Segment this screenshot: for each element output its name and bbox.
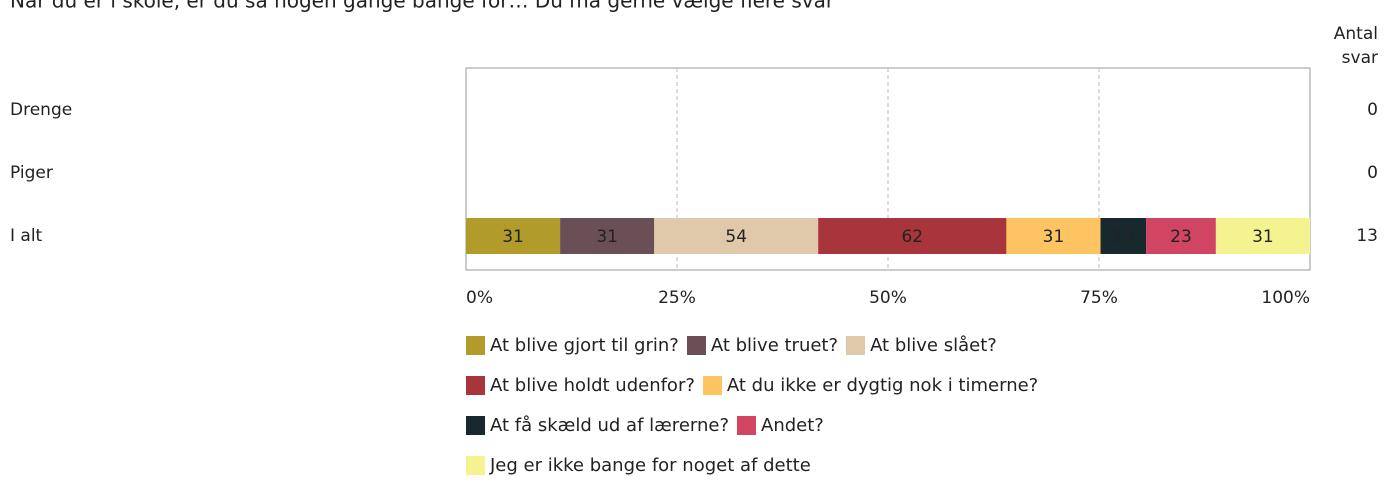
legend-label: At blive slået? <box>870 334 997 356</box>
x-tick-label: 50% <box>869 288 907 308</box>
legend-item: Andet? <box>737 415 824 436</box>
value-label: 62 <box>901 227 923 247</box>
legend-label: At blive truet? <box>710 334 839 356</box>
bar-segment <box>1146 218 1216 254</box>
legend-swatch <box>466 375 485 395</box>
legend-row: At blive gjort til grin? At blive truet? A… <box>466 325 1046 365</box>
legend-row: At få skæld ud af lærerne? Andet? <box>466 405 1046 445</box>
value-label: 15 <box>1112 227 1134 247</box>
legend-swatch <box>466 455 485 475</box>
value-label: 31 <box>1043 227 1065 247</box>
value-label: 31 <box>1252 227 1274 247</box>
legend-item: At du ikke er dygtig nok i timerne? <box>702 374 1039 396</box>
category-label: I alt <box>10 226 43 246</box>
count-label: 0 <box>1367 163 1378 183</box>
bar-segment <box>560 218 655 254</box>
value-label: 23 <box>1170 227 1192 247</box>
legend-swatch <box>466 335 485 355</box>
bar-segment <box>1215 218 1310 254</box>
legend-row: At blive holdt udenfor? At du ikke er dyg… <box>466 365 1046 405</box>
count-label: 0 <box>1367 100 1378 120</box>
x-tick-label: 0% <box>466 288 493 308</box>
x-tick-label: 25% <box>658 288 696 308</box>
bar-segment <box>1100 218 1147 254</box>
legend-swatch <box>466 415 485 435</box>
value-label: 31 <box>596 227 618 247</box>
bar-segment <box>466 218 561 254</box>
chart-title: Når du er i skole, er du så nogen gange … <box>10 0 835 13</box>
legend-item: At blive holdt udenfor? <box>466 375 695 396</box>
legend-label: At du ikke er dygtig nok i timerne? <box>726 374 1039 396</box>
bar-segment <box>1006 218 1101 254</box>
chart: Når du er i skole, er du så nogen gange … <box>10 0 1378 308</box>
value-label: 31 <box>502 227 524 247</box>
legend-swatch <box>686 335 706 355</box>
count-label: 13 <box>1356 226 1378 246</box>
x-tick-label: 100% <box>1261 288 1310 308</box>
legend-item: At blive gjort til grin? <box>466 335 679 356</box>
category-label: Piger <box>10 163 53 183</box>
x-tick-label: 75% <box>1080 288 1118 308</box>
category-label: Drenge <box>10 100 72 120</box>
legend-label: At få skæld ud af lærerne? <box>490 414 730 436</box>
legend-label: Jeg er ikke bange for noget af dette <box>490 454 811 476</box>
legend-label: At blive gjort til grin? <box>490 334 679 356</box>
bar-segment <box>654 218 819 254</box>
legend-swatch <box>846 335 866 355</box>
counts-header: Antal svar <box>1333 24 1378 68</box>
legend-swatch <box>737 415 757 435</box>
legend-label: Andet? <box>761 414 824 436</box>
legend: At blive gjort til grin? At blive truet? A… <box>466 325 1046 485</box>
legend-swatch <box>702 375 722 395</box>
bar-segment <box>818 218 1007 254</box>
legend-item: At få skæld ud af lærerne? <box>466 415 729 436</box>
value-label: 54 <box>725 227 747 247</box>
legend-item: At blive slået? <box>846 335 997 356</box>
legend-item: At blive truet? <box>686 334 839 356</box>
page: Når du er i skole, er du så nogen gange … <box>10 0 1378 476</box>
legend-row: Jeg er ikke bange for noget af dette <box>466 445 1046 485</box>
legend-label: At blive holdt udenfor? <box>490 374 695 396</box>
legend-item: Jeg er ikke bange for noget af dette <box>466 455 811 476</box>
